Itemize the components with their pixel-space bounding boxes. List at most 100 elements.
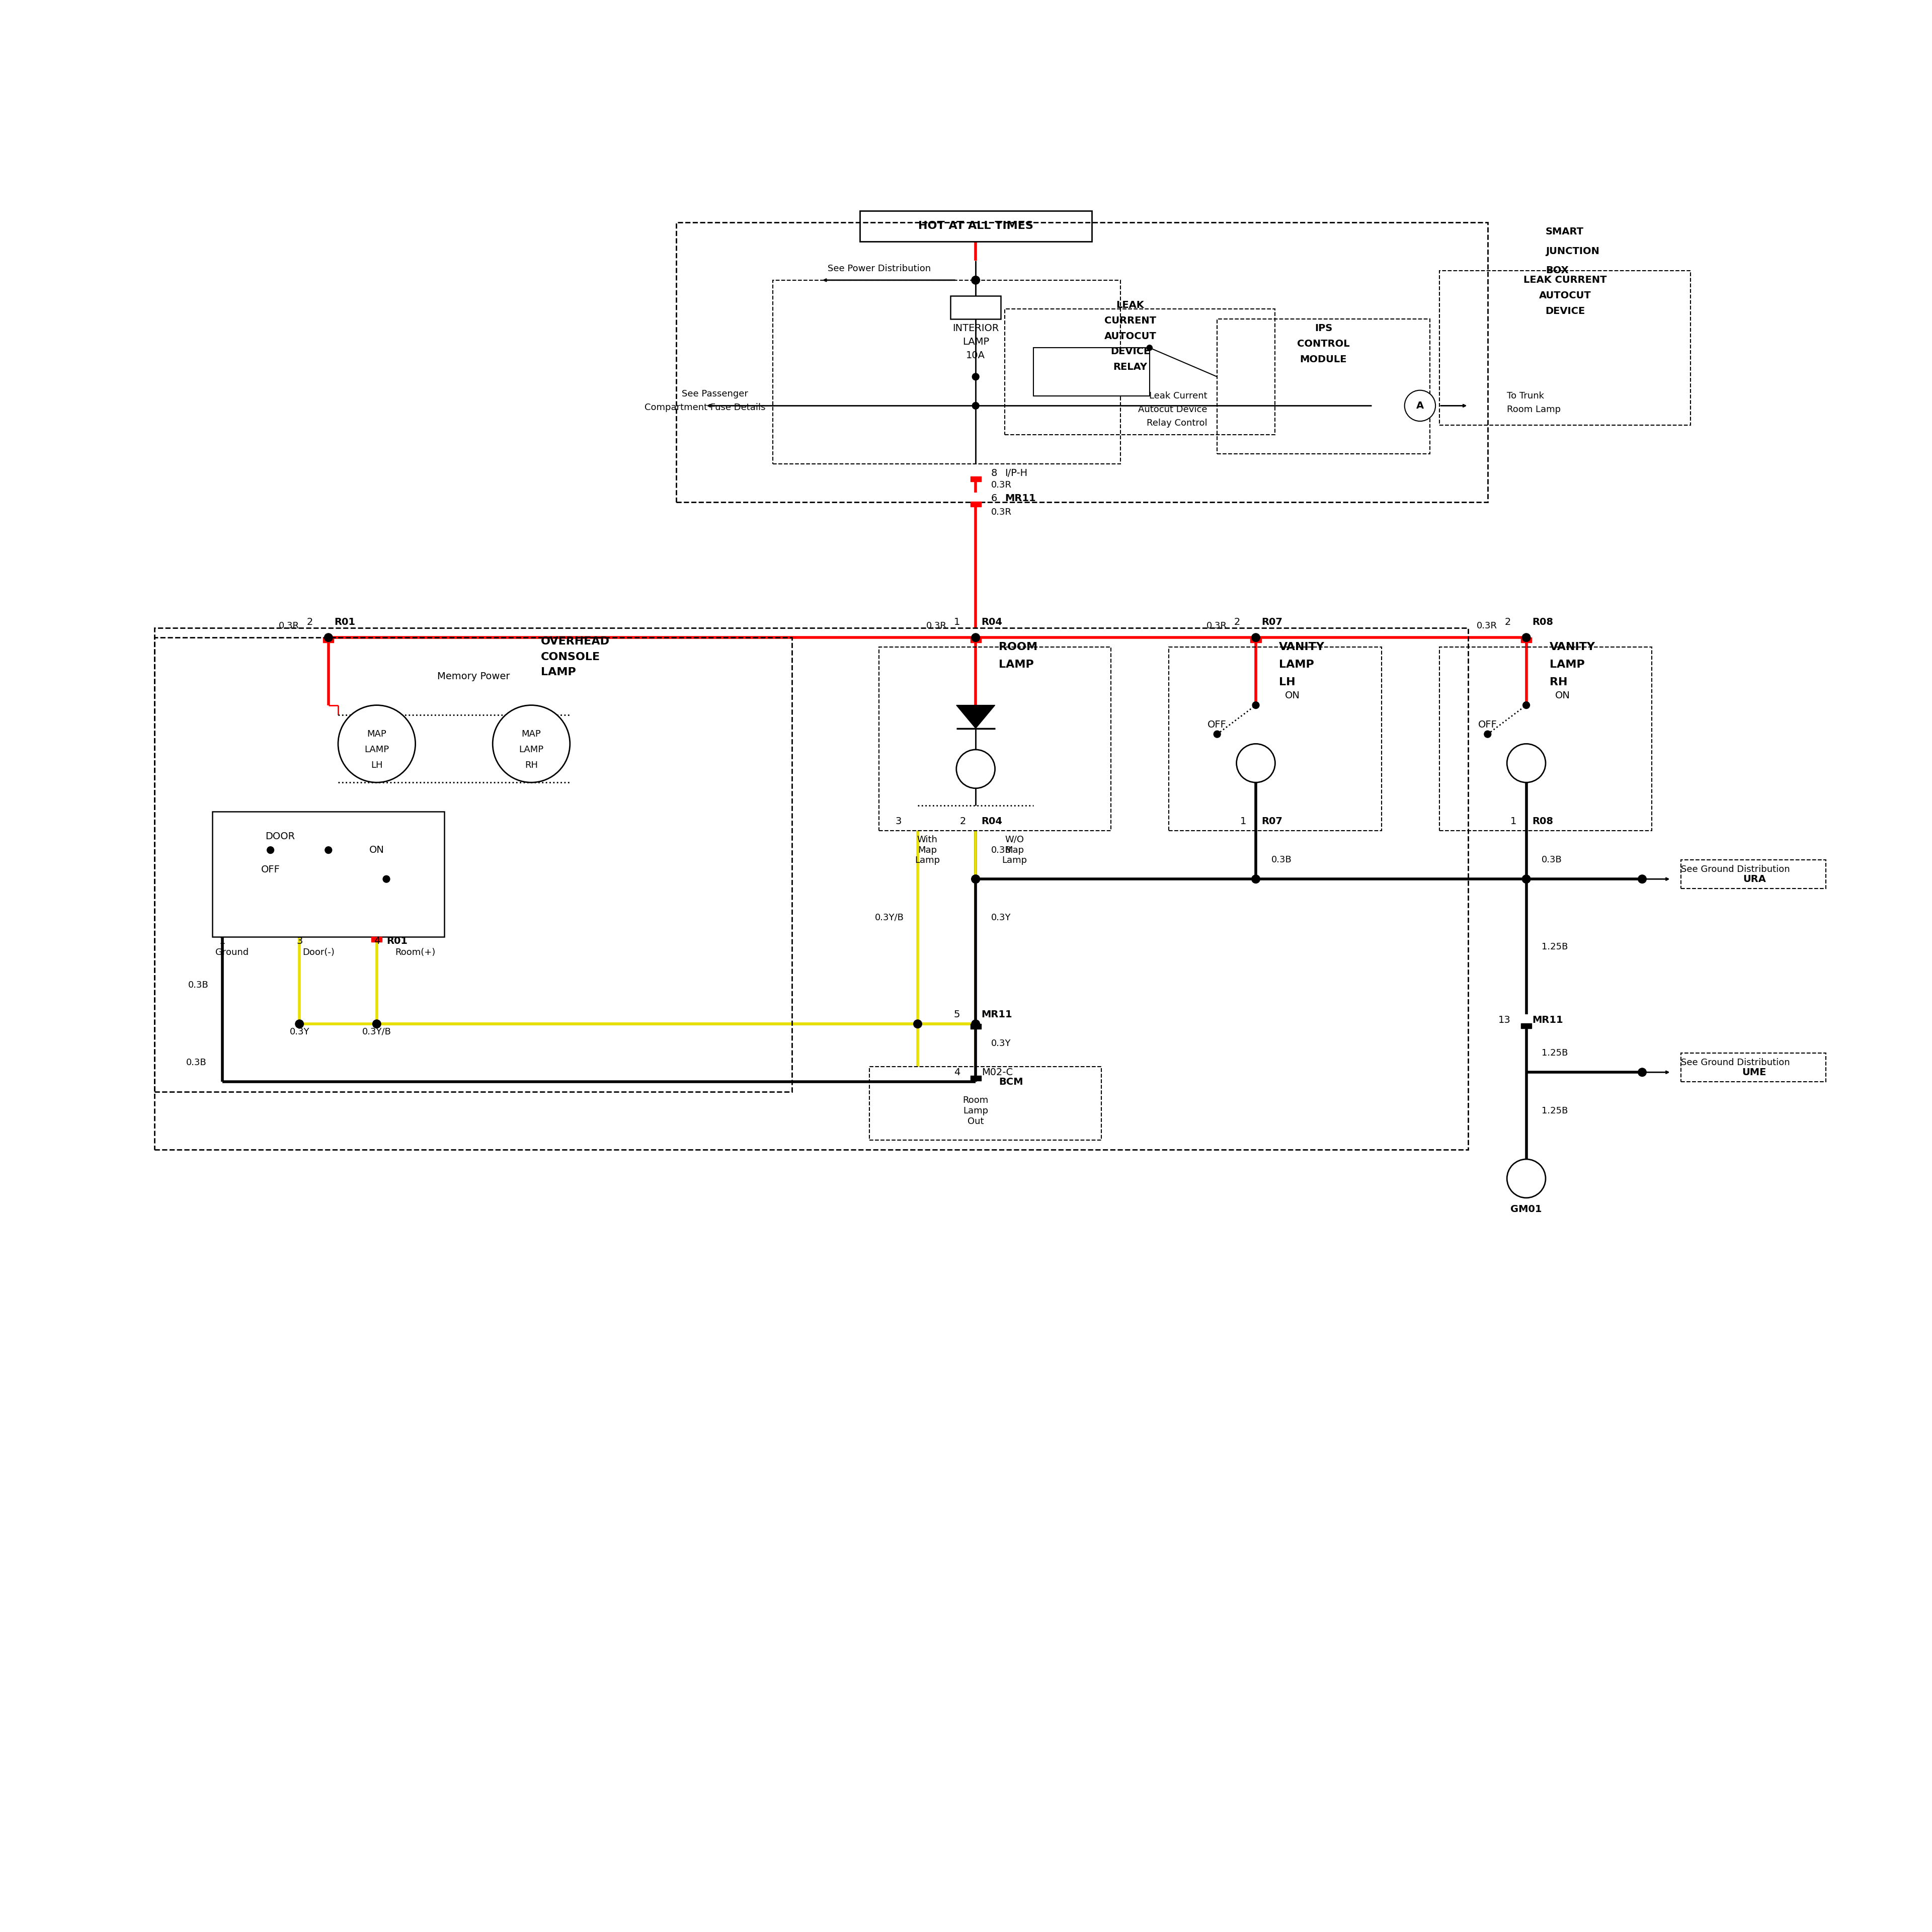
Text: MR11: MR11 [1532, 1016, 1563, 1024]
Text: LH: LH [371, 761, 383, 769]
Text: RELAY: RELAY [1113, 363, 1148, 371]
Bar [869, 1066, 1101, 1140]
Text: Door(-): Door(-) [303, 949, 334, 956]
Text: 0.3R: 0.3R [925, 622, 947, 630]
Text: Memory Power: Memory Power [437, 672, 510, 680]
Circle shape [493, 705, 570, 782]
Text: 1.25B: 1.25B [1542, 1049, 1569, 1057]
Bar [860, 211, 1092, 242]
Text: RH: RH [526, 761, 537, 769]
Bar [1034, 348, 1150, 396]
Text: MAP: MAP [367, 730, 386, 738]
Text: 1: 1 [218, 937, 226, 945]
Circle shape [1507, 1159, 1546, 1198]
Text: DEVICE: DEVICE [1111, 348, 1150, 355]
Text: R04: R04 [981, 817, 1003, 825]
Text: 0.3B: 0.3B [185, 1059, 207, 1066]
Text: R04: R04 [981, 618, 1003, 626]
Text: Room
Lamp
Out: Room Lamp Out [962, 1095, 989, 1126]
Text: MR11: MR11 [981, 1010, 1012, 1018]
Text: 3: 3 [296, 937, 303, 945]
Text: AUTOCUT: AUTOCUT [1103, 332, 1157, 340]
Text: UME: UME [1743, 1068, 1766, 1076]
Text: GM01: GM01 [1511, 1206, 1542, 1213]
Text: See Ground Distribution: See Ground Distribution [1681, 866, 1789, 873]
Text: 0.3B: 0.3B [1542, 856, 1563, 864]
Circle shape [1522, 634, 1530, 641]
Bar [1681, 860, 1826, 889]
Text: Room(+): Room(+) [396, 949, 435, 956]
Text: LAMP: LAMP [1549, 659, 1584, 670]
Text: MODULE: MODULE [1300, 355, 1347, 363]
Circle shape [972, 276, 980, 284]
Text: R07: R07 [1262, 817, 1283, 825]
Text: 1.25B: 1.25B [1542, 943, 1569, 951]
Text: MR11: MR11 [1005, 495, 1036, 502]
Bar [1217, 319, 1430, 454]
Circle shape [338, 705, 415, 782]
Circle shape [972, 373, 980, 381]
Text: R01: R01 [334, 618, 355, 626]
Bar [371, 937, 383, 943]
Bar [1520, 1024, 1532, 1028]
Text: ON: ON [1555, 692, 1571, 699]
Bar [1520, 638, 1532, 641]
Text: 1.25B: 1.25B [1542, 1107, 1569, 1115]
Circle shape [1638, 875, 1646, 883]
Circle shape [325, 846, 332, 854]
Text: LAMP: LAMP [365, 746, 388, 753]
Text: LAMP: LAMP [1279, 659, 1314, 670]
Bar [155, 638, 792, 1092]
Text: 1: 1 [1240, 817, 1246, 825]
Bar [676, 222, 1488, 502]
Text: CONTROL: CONTROL [1296, 340, 1350, 348]
Circle shape [1405, 390, 1435, 421]
Bar [970, 502, 981, 506]
Text: AUTOCUT: AUTOCUT [1538, 292, 1592, 299]
Text: OFF: OFF [1478, 721, 1497, 728]
Text: CURRENT: CURRENT [1105, 317, 1155, 325]
Text: 0.3Y/B: 0.3Y/B [361, 1028, 392, 1036]
Text: R08: R08 [1532, 618, 1553, 626]
Text: LAMP: LAMP [541, 667, 576, 678]
Bar [970, 638, 981, 641]
Circle shape [1252, 875, 1260, 883]
Text: With
Map
Lamp: With Map Lamp [914, 835, 941, 866]
Text: I/P-H: I/P-H [1005, 469, 1028, 477]
Text: ON: ON [369, 846, 384, 854]
Bar [155, 628, 1468, 1150]
Circle shape [914, 1020, 922, 1028]
Text: 1: 1 [954, 618, 960, 626]
Text: Compartment Fuse Details: Compartment Fuse Details [645, 404, 765, 412]
Circle shape [1522, 875, 1530, 883]
Text: 0.3R: 0.3R [1476, 622, 1497, 630]
Circle shape [267, 846, 274, 854]
Text: 0.3R: 0.3R [991, 481, 1012, 489]
Circle shape [296, 1020, 303, 1028]
Circle shape [373, 1020, 381, 1028]
Circle shape [383, 875, 390, 883]
Circle shape [1484, 730, 1492, 738]
Bar [970, 1024, 981, 1028]
Text: See Passenger: See Passenger [682, 390, 748, 398]
Text: Leak Current: Leak Current [1150, 392, 1208, 400]
Text: A: A [1416, 402, 1424, 410]
Text: JUNCTION: JUNCTION [1546, 247, 1600, 255]
Text: 0.3B: 0.3B [187, 981, 209, 989]
Text: 0.3R: 0.3R [1206, 622, 1227, 630]
Text: LH: LH [1279, 676, 1294, 688]
Text: BCM: BCM [999, 1078, 1024, 1086]
Text: W/O
Map
Lamp: W/O Map Lamp [1001, 835, 1028, 866]
Text: 0.3Y/B: 0.3Y/B [875, 914, 904, 922]
Text: Autocut Device: Autocut Device [1138, 406, 1208, 413]
Text: 0.3Y: 0.3Y [290, 1028, 309, 1036]
Circle shape [1252, 634, 1260, 641]
Text: VANITY: VANITY [1279, 641, 1325, 653]
Text: 13: 13 [1499, 1016, 1511, 1024]
Text: HOT AT ALL TIMES: HOT AT ALL TIMES [918, 220, 1034, 232]
Text: 1: 1 [1511, 817, 1517, 825]
Circle shape [1638, 1068, 1646, 1076]
Text: LAMP: LAMP [520, 746, 543, 753]
Text: OVERHEAD: OVERHEAD [541, 636, 611, 647]
Text: 0.3Y: 0.3Y [991, 914, 1010, 922]
